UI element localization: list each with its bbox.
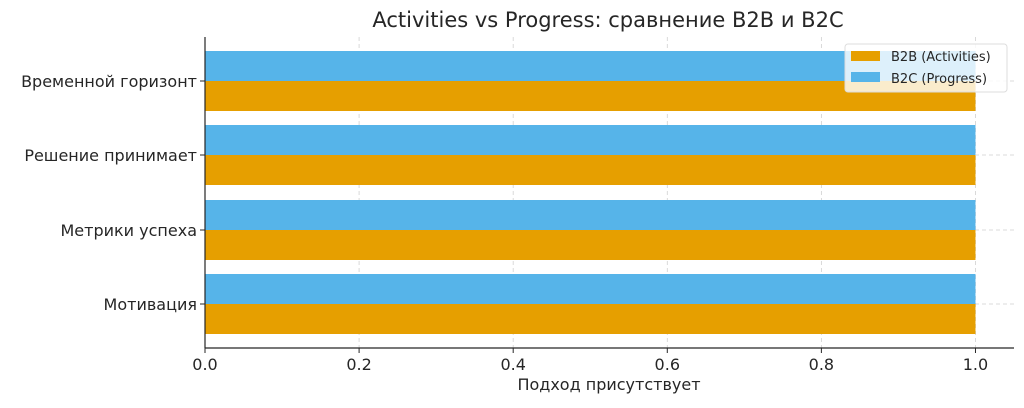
bar-b2b — [205, 230, 976, 260]
legend-swatch-b2b — [851, 51, 880, 61]
x-tick-label: 0.6 — [655, 355, 680, 374]
chart-title: Activities vs Progress: сравнение B2B и … — [372, 8, 843, 32]
bar-b2b — [205, 155, 976, 185]
x-tick-label: 1.0 — [963, 355, 988, 374]
y-tick-label: Метрики успеха — [60, 221, 197, 240]
axes — [204, 37, 1014, 349]
legend: B2B (Activities) B2C (Progress) — [844, 43, 1008, 93]
bar-b2c — [205, 200, 976, 230]
x-tick-label: 0.2 — [346, 355, 371, 374]
y-tick-label: Мотивация — [104, 295, 197, 314]
legend-label-b2c: B2C (Progress) — [891, 72, 987, 87]
x-tick-label: 0.0 — [192, 355, 217, 374]
legend-frame — [844, 43, 1008, 93]
x-tick-label: 0.8 — [809, 355, 834, 374]
legend-label-b2b: B2B (Activities) — [891, 50, 991, 65]
y-tick-label: Временной горизонт — [21, 72, 197, 91]
bar-b2c — [205, 125, 976, 155]
bar-b2b — [205, 304, 976, 334]
x-tick-label: 0.4 — [500, 355, 525, 374]
bars — [205, 51, 976, 334]
legend-swatch-b2c — [851, 72, 880, 82]
bar-b2c — [205, 274, 976, 304]
ticks: 0.0 0.2 0.4 0.6 0.8 1.0 Мотивация Метрики успех… — [21, 72, 988, 374]
y-tick-label: Решение принимает — [24, 146, 197, 165]
x-axis-label: Подход присутствует — [517, 375, 700, 394]
